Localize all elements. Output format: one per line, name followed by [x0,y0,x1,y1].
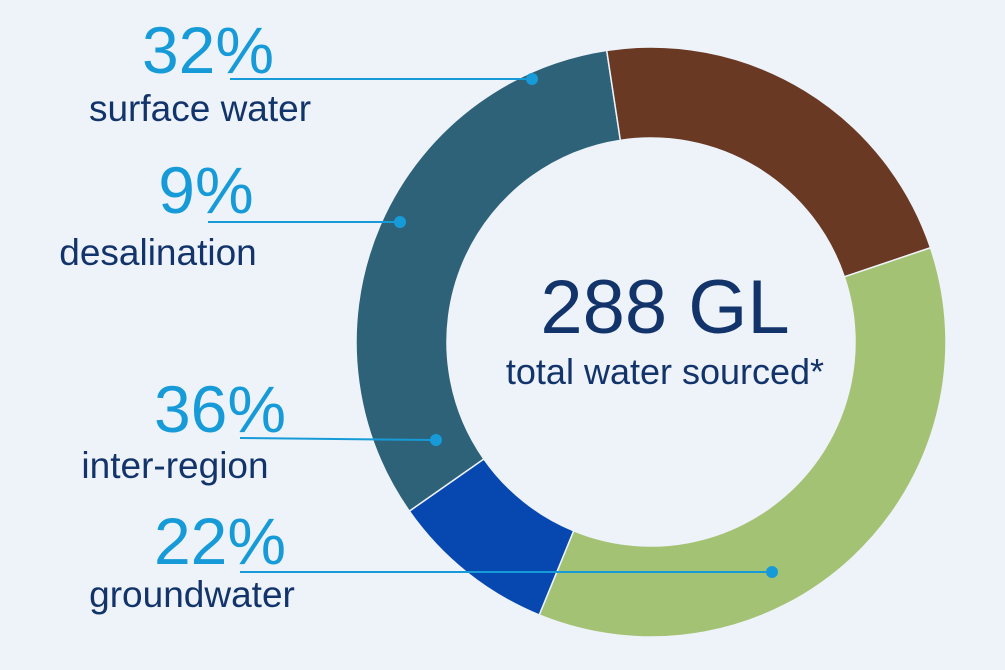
slice-surface-water [355,49,622,513]
leader-dot-desalination [394,216,406,228]
percent-label-surface-water: 32% [142,13,274,87]
percent-label-groundwater: 22% [154,504,286,578]
leader-lines [208,73,778,578]
percent-label-inter-region: 36% [154,372,286,446]
slice-desalination [408,457,575,616]
category-label-inter-region: inter-region [81,445,268,486]
donut-slices [355,46,947,638]
slice-labels: 32%surface water 22%groundwater 36%inter-r… [59,13,311,615]
slice-inter-region [538,246,947,638]
leader-dot-inter-region [430,434,442,446]
percent-label-desalination: 9% [158,153,253,227]
center-total-value: 288 GL [540,265,789,350]
leader-dot-surface-water [526,73,538,85]
category-label-surface-water: surface water [89,88,311,129]
category-label-desalination: desalination [59,232,256,273]
leader-line-inter-region [239,437,437,441]
leader-dot-groundwater [766,566,778,578]
category-label-groundwater: groundwater [89,574,295,615]
center-total-caption: total water sourced* [506,351,824,392]
slice-groundwater [605,46,932,278]
